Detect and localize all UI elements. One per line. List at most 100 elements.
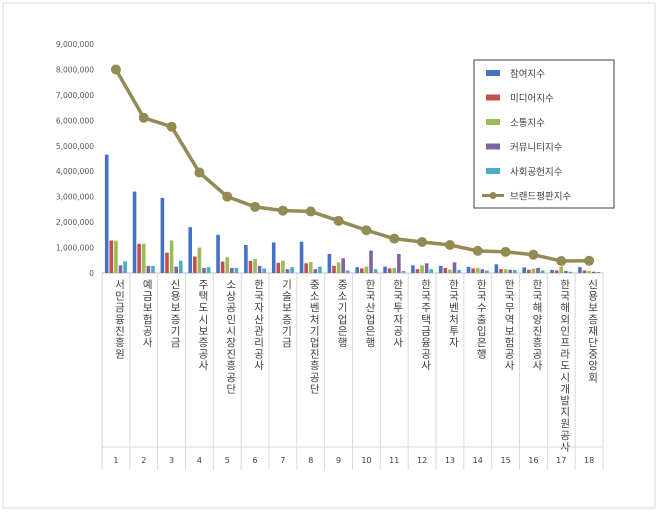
bar-1-5: [216, 234, 220, 273]
bar-5-14: [485, 270, 489, 273]
bar-5-6: [262, 268, 267, 273]
bar-4-7: [285, 269, 290, 273]
bar-5-13: [457, 269, 461, 273]
y-tick-label: 1,000,000: [56, 244, 94, 253]
bar-1-16: [522, 267, 527, 273]
y-tick-label: 5,000,000: [56, 142, 94, 151]
y-tick-label: 7,000,000: [56, 91, 94, 100]
bar-4-12: [424, 263, 429, 273]
line-point-18: [584, 255, 595, 266]
y-tick-label: 6,000,000: [56, 116, 94, 125]
y-tick-label: 9,000,000: [56, 40, 94, 49]
line-point-2: [138, 112, 149, 123]
bar-3-7: [281, 260, 285, 273]
x-index-label: 9: [336, 456, 341, 465]
bar-5-16: [540, 270, 545, 273]
x-index-label: 13: [445, 456, 455, 465]
bar-4-4: [202, 267, 206, 273]
bar-5-3: [178, 260, 183, 273]
legend-swatch: [486, 119, 500, 125]
x-index-labels: 1 2 3 4 5 6 7 8 9 10 11 12 13 14 15 16 17 18: [101, 273, 604, 470]
bar-5-9: [345, 270, 350, 273]
bar-4-8: [313, 269, 318, 273]
bar-3-3: [169, 240, 174, 273]
bar-5-12: [429, 269, 434, 273]
line-point-11: [389, 233, 400, 244]
x-index-label: 15: [500, 456, 510, 465]
legend-label: 미디어지수: [510, 94, 554, 105]
line-point-9: [333, 215, 344, 226]
line-point-4: [194, 167, 205, 178]
bar-3-9: [336, 262, 341, 273]
line-point-5: [222, 191, 233, 202]
bar-3-8: [308, 262, 313, 273]
bar-4-6: [257, 265, 262, 273]
line-point-14: [472, 245, 483, 256]
legend-swatch: [486, 168, 500, 174]
bar-5-17: [568, 271, 573, 273]
bar-5-4: [206, 267, 211, 273]
legend-label: 커뮤니티지수: [510, 143, 563, 154]
line-point-15: [500, 246, 511, 257]
line-point-1: [110, 64, 121, 75]
bar-5-1: [123, 261, 127, 273]
x-index-label: 18: [584, 456, 594, 465]
x-index-label: 4: [197, 456, 202, 465]
bar-3-12: [420, 265, 424, 273]
bars-group: [104, 154, 601, 273]
bar-1-3: [160, 197, 165, 273]
legend-swatch: [486, 143, 500, 150]
bar-3-6: [253, 259, 257, 273]
bar-2-13: [443, 267, 448, 273]
bar-5-7: [290, 267, 294, 273]
bar-2-16: [527, 269, 531, 273]
x-category-labels: 서 민 금 융 진 흥 원 예 금 보 험 공 사 신 용 보 증 기 금 주 택 도 시 보 증 공 사 소 상 공 인 시 장 진 흥 공 단 한 국 자…: [115, 278, 598, 453]
bar-2-6: [248, 260, 253, 273]
bar-3-16: [531, 268, 536, 273]
x-index-label: 5: [225, 456, 230, 465]
bar-2-2: [137, 243, 141, 273]
bar-1-6: [244, 245, 248, 273]
bar-5-2: [151, 265, 155, 273]
legend-label: 브랜드평판지수: [510, 192, 571, 203]
bar-5-18: [596, 271, 601, 273]
bar-3-2: [141, 243, 146, 273]
bar-4-1: [118, 265, 123, 273]
bar-3-1: [114, 240, 118, 273]
bar-1-8: [299, 241, 304, 273]
bar-2-1: [109, 240, 114, 273]
bar-2-17: [554, 270, 559, 273]
bar-2-15: [499, 269, 503, 273]
bar-3-17: [559, 266, 564, 273]
legend-label: 소통지수: [510, 118, 545, 129]
line-point-8: [305, 206, 316, 217]
x-index-label: 17: [556, 456, 566, 465]
bar-1-15: [494, 264, 499, 273]
bar-1-9: [327, 253, 332, 273]
bar-3-14: [475, 267, 480, 273]
bar-4-16: [536, 267, 540, 273]
bar-4-3: [174, 266, 178, 273]
bar-3-4: [197, 247, 202, 273]
y-tick-label: 2,000,000: [56, 218, 94, 227]
bar-1-10: [355, 267, 360, 273]
line-point-12: [417, 236, 428, 247]
bar-1-13: [438, 265, 443, 273]
line-point-7: [277, 205, 288, 216]
line-point-16: [528, 249, 539, 260]
bar-1-4: [188, 227, 193, 273]
x-index-label: 11: [389, 456, 399, 465]
bar-5-8: [318, 266, 322, 273]
bar-4-10: [369, 250, 373, 273]
bar-2-3: [165, 252, 169, 273]
